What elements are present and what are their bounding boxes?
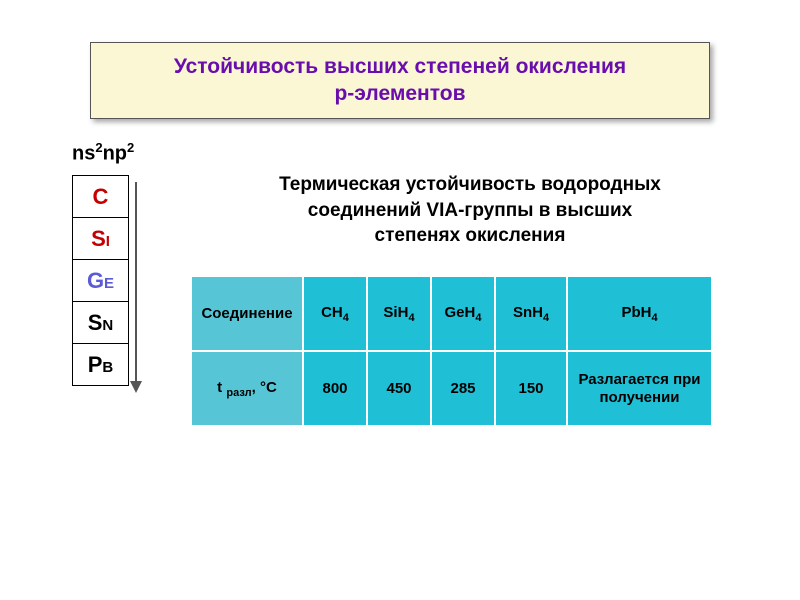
title-line-2: р-элементов bbox=[109, 80, 691, 107]
compound-cell: CH4 bbox=[303, 276, 367, 351]
element-cell: Si bbox=[73, 218, 129, 260]
compound-cell: GeH4 bbox=[431, 276, 495, 351]
temp-cell: 450 bbox=[367, 351, 431, 426]
temp-cell: 150 bbox=[495, 351, 567, 426]
econf-s1: 2 bbox=[95, 140, 102, 155]
temp-cell: 285 bbox=[431, 351, 495, 426]
element-cell: Pb bbox=[73, 344, 129, 386]
element-cell: Sn bbox=[73, 302, 129, 344]
row-label-temp: t разл, °С bbox=[191, 351, 303, 426]
temp-cell: 800 bbox=[303, 351, 367, 426]
data-table: СоединениеCH4SiH4GeH4SnH4PbH4 t разл, °С8… bbox=[190, 275, 713, 427]
compound-cell: SnH4 bbox=[495, 276, 567, 351]
subtitle-l2: соединений VIА-группы в высших bbox=[210, 198, 730, 224]
subtitle-l1: Термическая устойчивость водородных bbox=[210, 172, 730, 198]
row-label-compound: Соединение bbox=[191, 276, 303, 351]
element-cell: Ge bbox=[73, 260, 129, 302]
title-box: Устойчивость высших степеней окисления р… bbox=[90, 42, 710, 119]
econf-s2: 2 bbox=[127, 140, 134, 155]
title-line-1: Устойчивость высших степеней окисления bbox=[109, 53, 691, 80]
econf-p1: ns bbox=[72, 143, 95, 165]
compound-cell: PbH4 bbox=[567, 276, 712, 351]
element-cell: C bbox=[73, 176, 129, 218]
subtitle-l3: степенях окисления bbox=[210, 223, 730, 249]
electron-configuration: ns2np2 bbox=[72, 140, 134, 166]
econf-p2: np bbox=[103, 143, 127, 165]
compound-cell: SiH4 bbox=[367, 276, 431, 351]
elements-column: CSiGeSnPb bbox=[72, 175, 129, 386]
subtitle: Термическая устойчивость водородных соед… bbox=[210, 172, 730, 249]
arrow-down-icon bbox=[135, 182, 137, 382]
temp-cell: Разлагается при получении bbox=[567, 351, 712, 426]
